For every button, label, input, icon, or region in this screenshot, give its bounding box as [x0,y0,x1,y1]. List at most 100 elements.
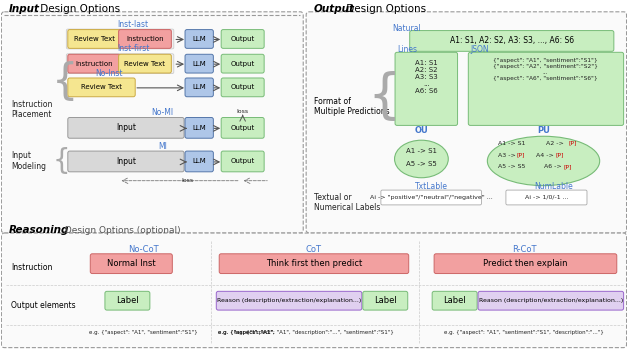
Text: A4 ->: A4 -> [536,153,554,158]
Text: Instruction
Placement: Instruction Placement [11,100,52,119]
Text: [P]: [P] [556,153,564,158]
Text: A1: S1, A2: S2, A3: S3, ..., A6: S6: A1: S1, A2: S2, A3: S3, ..., A6: S6 [450,36,574,46]
Text: Label: Label [444,296,466,305]
Text: Review Text: Review Text [125,61,166,66]
FancyBboxPatch shape [185,30,213,48]
Text: Natural: Natural [392,23,421,33]
FancyBboxPatch shape [67,54,174,74]
Text: Design Options: Design Options [36,4,120,14]
Text: Review Text: Review Text [81,84,122,90]
FancyBboxPatch shape [68,78,135,97]
Text: Output: Output [230,36,255,42]
Text: MI: MI [158,142,167,151]
FancyBboxPatch shape [68,30,120,48]
Text: e.g. {"aspect": "A1", "sentiment":"S1", "description":"..."}: e.g. {"aspect": "A1", "sentiment":"S1", … [444,330,604,335]
FancyBboxPatch shape [381,190,481,205]
FancyBboxPatch shape [363,291,408,310]
FancyBboxPatch shape [432,291,477,310]
Text: [P]: [P] [563,164,572,169]
Text: Output: Output [230,84,255,90]
FancyBboxPatch shape [118,30,172,48]
Text: Output: Output [230,61,255,66]
FancyBboxPatch shape [1,233,627,348]
Text: e.g. {"aspect": "A1", "sentiment":"S1"}: e.g. {"aspect": "A1", "sentiment":"S1"} [89,330,197,335]
Text: A1 -> S1: A1 -> S1 [498,141,525,146]
FancyBboxPatch shape [105,291,150,310]
Text: Input: Input [116,157,136,166]
FancyBboxPatch shape [216,291,362,310]
Text: A5 -> S5: A5 -> S5 [498,164,525,169]
Text: [P]: [P] [516,153,525,158]
Text: Output: Output [314,4,355,14]
Text: R-CoT: R-CoT [512,245,536,254]
Text: Reason (description/extraction/explanation...): Reason (description/extraction/explanati… [479,298,623,303]
FancyBboxPatch shape [1,12,303,233]
Text: No-Inst: No-Inst [95,69,123,78]
FancyBboxPatch shape [68,118,184,138]
FancyBboxPatch shape [306,12,627,233]
FancyBboxPatch shape [185,151,213,172]
Text: Reason (description/extraction/explanation...): Reason (description/extraction/explanati… [217,298,361,303]
Text: Ai -> "positive"/"neutral"/"negative" ...: Ai -> "positive"/"neutral"/"negative" ..… [370,195,493,200]
Text: Inst-last: Inst-last [118,20,149,29]
Text: Design Options (optional): Design Options (optional) [62,226,180,235]
Text: A1 -> S1: A1 -> S1 [406,148,437,154]
FancyBboxPatch shape [221,151,264,172]
FancyBboxPatch shape [506,190,587,205]
Text: A3 ->: A3 -> [498,153,515,158]
Text: JSON: JSON [470,45,489,54]
Text: A1: S1
A2: S2
A3: S3
...
A6: S6: A1: S1 A2: S2 A3: S3 ... A6: S6 [415,60,438,94]
FancyBboxPatch shape [68,54,120,73]
FancyBboxPatch shape [185,78,213,97]
Ellipse shape [487,136,600,186]
Text: Input
Modeling: Input Modeling [11,151,46,171]
Text: Instruction: Instruction [11,263,52,272]
FancyBboxPatch shape [185,118,213,138]
Text: Ai -> 1/0/-1 ...: Ai -> 1/0/-1 ... [525,195,568,200]
Text: TxtLable: TxtLable [415,182,448,191]
Text: Predict then explain: Predict then explain [483,259,568,268]
Text: Think first then predict: Think first then predict [266,259,362,268]
Text: No-MI: No-MI [152,108,173,118]
FancyBboxPatch shape [395,52,458,125]
Text: Output elements: Output elements [11,301,76,310]
FancyBboxPatch shape [221,30,264,48]
Text: LLM: LLM [192,61,206,66]
Text: Instruction: Instruction [76,61,113,66]
FancyBboxPatch shape [90,254,172,274]
Text: A5 -> S5: A5 -> S5 [406,161,436,167]
Text: No-CoT: No-CoT [128,245,158,254]
Text: e.g. {"aspect": "A1",: e.g. {"aspect": "A1", [218,330,276,335]
Text: Input: Input [9,4,40,14]
Text: e.g. {"aspect": "A1",: e.g. {"aspect": "A1", [218,330,276,335]
Text: e.g. {"aspect": "A1", "description":"...", "sentiment":"S1"}: e.g. {"aspect": "A1", "description":"...… [234,330,394,335]
Text: [P]: [P] [569,141,577,146]
Text: Instruction: Instruction [126,36,164,42]
Text: loss: loss [237,108,249,113]
FancyBboxPatch shape [220,254,409,274]
Text: loss: loss [181,178,193,183]
Text: {: { [52,61,79,103]
Text: Output: Output [230,159,255,164]
FancyBboxPatch shape [221,118,264,138]
Text: PU: PU [537,126,550,135]
Text: Normal Inst: Normal Inst [107,259,156,268]
Text: Input: Input [116,123,136,132]
Text: A2 ->: A2 -> [547,141,564,146]
Text: OU: OU [415,126,428,135]
FancyBboxPatch shape [478,291,623,310]
Text: Format of
Multiple Predictions: Format of Multiple Predictions [314,97,390,116]
Text: CoT: CoT [306,245,322,254]
FancyBboxPatch shape [185,54,213,73]
FancyBboxPatch shape [434,254,617,274]
FancyBboxPatch shape [221,78,264,97]
Text: Textual or
Numerical Labels: Textual or Numerical Labels [314,193,380,212]
Text: Label: Label [116,296,139,305]
Text: Design Options: Design Options [343,4,426,14]
FancyBboxPatch shape [221,54,264,73]
Text: LLM: LLM [192,159,206,164]
Text: LLM: LLM [192,125,206,131]
Text: A6 ->: A6 -> [543,164,561,169]
FancyBboxPatch shape [468,52,623,125]
Text: {: { [52,147,70,175]
